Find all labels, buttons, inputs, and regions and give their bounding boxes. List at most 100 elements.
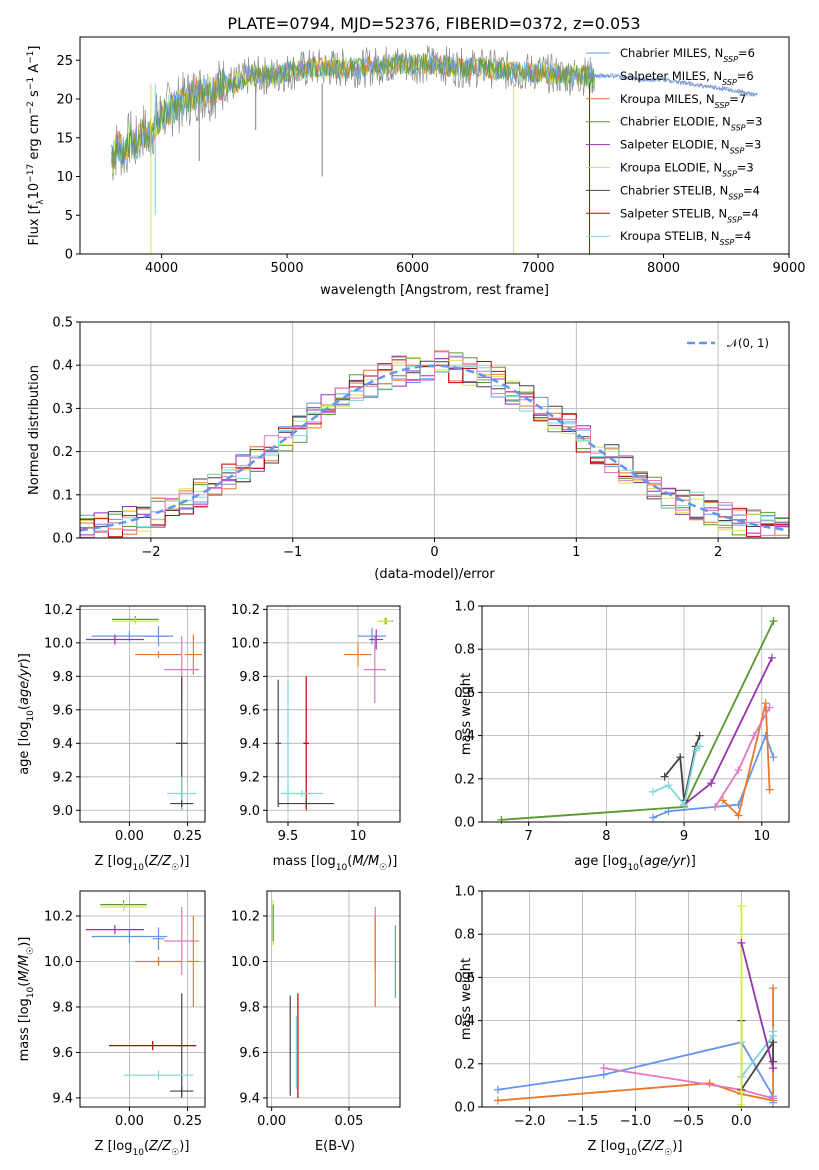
label-part: age/yr bbox=[644, 854, 687, 869]
residuals-ylabel: Normed distribution bbox=[27, 365, 42, 495]
x-tick-label: 9 bbox=[680, 829, 688, 844]
label-part: mass [log bbox=[273, 854, 336, 869]
weight-marker bbox=[691, 746, 700, 755]
label-part: λ bbox=[36, 199, 46, 205]
x-tick-label: 10 bbox=[754, 829, 771, 844]
x-tick-label: −1 bbox=[283, 545, 302, 560]
weight-age-frame bbox=[481, 605, 790, 823]
label-part: Z/Z bbox=[148, 1139, 172, 1154]
y-tick-label: 9.4 bbox=[239, 1091, 260, 1106]
y-tick-label: 9.2 bbox=[52, 770, 73, 785]
mass-z-ylabel: mass [log10(M/M☉)] bbox=[17, 937, 36, 1062]
mass-ebv-xlabel: E(B-V) bbox=[315, 1139, 355, 1154]
y-tick-label: 20 bbox=[56, 93, 73, 108]
x-tick-label: 7000 bbox=[521, 261, 554, 276]
gaussian-curve bbox=[79, 364, 790, 532]
y-tick-label: 0.8 bbox=[454, 643, 475, 658]
weight-marker bbox=[734, 811, 743, 820]
weight-marker bbox=[765, 785, 774, 794]
legend-label: Salpeter STELIB, NSSP=4 bbox=[620, 206, 759, 224]
label-part: 10 bbox=[627, 863, 639, 873]
x-tick-label: 7 bbox=[524, 829, 532, 844]
label-part: Z [log bbox=[95, 1139, 133, 1154]
weight-marker bbox=[767, 653, 776, 662]
label-part: age/yr bbox=[17, 662, 32, 705]
label-part: ☉ bbox=[379, 863, 387, 873]
x-tick-label: 0.05 bbox=[334, 1114, 363, 1129]
x-tick-label: 5000 bbox=[271, 261, 304, 276]
legend-tail: =6 bbox=[737, 69, 754, 83]
weight-z-frame bbox=[481, 890, 790, 1108]
legend-sub: SSP bbox=[715, 100, 730, 109]
label-part: −1 bbox=[26, 77, 36, 90]
weight-marker bbox=[737, 902, 746, 911]
y-tick-label: 9.0 bbox=[239, 804, 260, 819]
weight-age-ylabel: mass weight bbox=[459, 673, 474, 755]
label-part: ☉ bbox=[664, 1148, 672, 1158]
spectrum-frame bbox=[79, 36, 790, 255]
weight-marker bbox=[734, 766, 743, 775]
x-tick-label: 2 bbox=[714, 545, 722, 560]
legend-label: 𝒩(0, 1) bbox=[727, 336, 769, 350]
x-tick-label: 0.25 bbox=[173, 1114, 202, 1129]
y-tick-label: 0.4 bbox=[454, 1014, 475, 1029]
weight-marker bbox=[737, 1087, 746, 1096]
y-tick-label: 9.8 bbox=[239, 1000, 260, 1015]
label-part: 10 bbox=[26, 710, 36, 722]
label-part: )] bbox=[17, 937, 32, 947]
label-part: M/M bbox=[17, 955, 32, 982]
weight-marker bbox=[750, 731, 759, 740]
y-tick-label: 10.2 bbox=[44, 603, 73, 618]
weight-marker bbox=[711, 802, 720, 811]
y-tick-label: 9.6 bbox=[239, 1046, 260, 1061]
y-tick-label: 9.6 bbox=[52, 703, 73, 718]
weight-marker bbox=[648, 787, 657, 796]
legend-tail: =3 bbox=[744, 138, 761, 152]
y-tick-label: 0 bbox=[65, 248, 73, 263]
weight-marker bbox=[676, 753, 685, 762]
x-tick-label: 9000 bbox=[772, 261, 805, 276]
y-tick-label: 10.0 bbox=[231, 636, 260, 651]
label-part: ( bbox=[144, 1139, 149, 1154]
x-tick-label: −1.0 bbox=[620, 1114, 652, 1129]
legend-tail: =4 bbox=[742, 206, 759, 220]
y-tick-label: 9.4 bbox=[52, 737, 73, 752]
legend-tail: =6 bbox=[738, 46, 755, 60]
label-part: ☉ bbox=[171, 1148, 179, 1158]
weight-z-ylabel: mass weight bbox=[459, 958, 474, 1040]
x-tick-label: 0.0 bbox=[731, 1114, 752, 1129]
legend-sub: SSP bbox=[730, 146, 745, 155]
label-part: age [log bbox=[574, 854, 627, 869]
label-part: 10 bbox=[27, 183, 42, 200]
spectrum-ylabel: Flux [fλ10−17 erg cm−2 s−1 A−1] bbox=[26, 46, 46, 246]
y-tick-label: 0.3 bbox=[52, 402, 73, 417]
y-tick-label: 9.2 bbox=[239, 770, 260, 785]
label-part: 10 bbox=[132, 863, 144, 873]
label-part: ☉ bbox=[171, 863, 179, 873]
label-part: ( bbox=[17, 982, 32, 987]
label-part: Z/Z bbox=[148, 854, 172, 869]
legend-label: Salpeter MILES, NSSP=6 bbox=[620, 69, 754, 87]
x-tick-label: 10 bbox=[350, 829, 367, 844]
label-part: )] bbox=[672, 1139, 682, 1154]
y-tick-label: 9.0 bbox=[52, 804, 73, 819]
y-tick-label: 0.0 bbox=[454, 1101, 475, 1116]
x-tick-label: 6000 bbox=[396, 261, 429, 276]
weight-marker bbox=[707, 779, 716, 788]
legend-sub: SSP bbox=[731, 123, 746, 132]
legend-tail: =4 bbox=[743, 183, 760, 197]
y-tick-label: 1.0 bbox=[454, 885, 475, 900]
y-tick-label: 9.4 bbox=[239, 737, 260, 752]
label-part: −2 bbox=[26, 101, 36, 114]
label-part: −17 bbox=[26, 164, 36, 183]
weight-marker bbox=[493, 1096, 502, 1105]
mass-z-xlabel: Z [log10(Z/Z☉)] bbox=[95, 1139, 190, 1158]
y-tick-label: 5 bbox=[65, 209, 73, 224]
weight-marker bbox=[493, 1085, 502, 1094]
age-z-xlabel: Z [log10(Z/Z☉)] bbox=[95, 854, 190, 873]
y-tick-label: 0.1 bbox=[52, 488, 73, 503]
label-part: ( bbox=[144, 854, 149, 869]
weight-marker bbox=[769, 753, 778, 762]
label-part: 10 bbox=[336, 863, 348, 873]
legend-tail: =4 bbox=[734, 229, 751, 243]
